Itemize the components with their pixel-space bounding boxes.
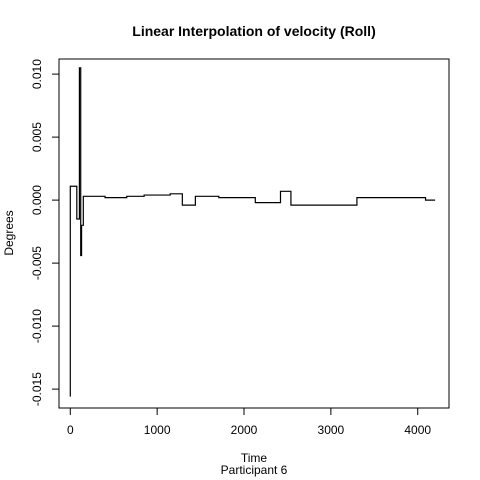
series-line-0 [69,67,436,397]
x-axis: 0 1000 2000 3000 4000 [67,407,431,437]
x-tick-label: 1000 [144,423,171,437]
series-layer [69,67,436,397]
y-tick-label: 0.000 [30,185,44,215]
x-axis-label: Time [241,451,268,465]
x-tick-label: 0 [67,423,74,437]
x-tick-label: 4000 [404,423,431,437]
participant-label: Participant 6 [221,463,288,477]
y-tick-label: -0.015 [30,372,44,406]
y-axis: -0.015 -0.010 -0.005 0.000 0.005 0.010 [30,59,60,406]
x-tick-label: 3000 [318,423,345,437]
y-axis-label: Degrees [2,210,16,255]
y-tick-label: -0.005 [30,246,44,280]
x-tick-label: 2000 [231,423,258,437]
y-tick-label: 0.010 [30,59,44,89]
y-tick-label: 0.005 [30,122,44,152]
chart-title: Linear Interpolation of velocity (Roll) [132,23,375,39]
plot-frame [58,58,450,409]
y-tick-label: -0.010 [30,309,44,343]
